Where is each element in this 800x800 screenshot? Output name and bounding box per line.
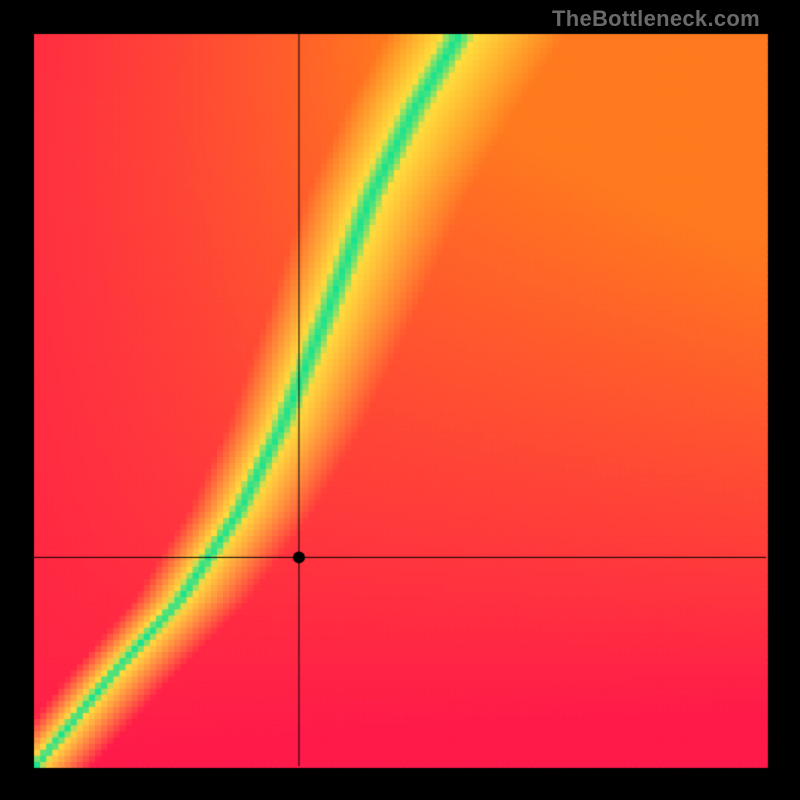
heatmap-canvas [0, 0, 800, 800]
chart-container: TheBottleneck.com [0, 0, 800, 800]
watermark-text: TheBottleneck.com [552, 6, 760, 32]
